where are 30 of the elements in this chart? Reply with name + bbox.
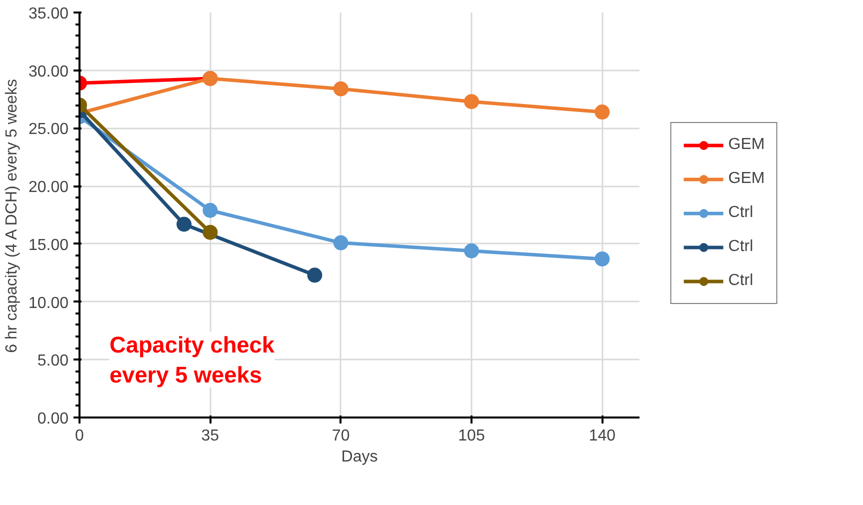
point bbox=[202, 202, 218, 218]
y-tick-label: 25.00 bbox=[28, 121, 69, 138]
point bbox=[594, 251, 610, 266]
x-tick-label: 70 bbox=[332, 428, 350, 444]
annotation: Capacity check every 5 weeks bbox=[110, 332, 275, 388]
x-tick-label: 0 bbox=[75, 428, 84, 444]
y-tick-label: 0.00 bbox=[37, 410, 69, 428]
y-tick-label: 20.00 bbox=[28, 179, 69, 196]
y-axis-title: 6 hr capacity (4 A DCH) every 5 weeks bbox=[3, 78, 20, 353]
y-tick-label: 10.00 bbox=[28, 294, 69, 312]
point bbox=[333, 235, 348, 250]
x-axis-title: Days bbox=[341, 448, 378, 466]
point bbox=[594, 104, 610, 120]
x-tick-label: 105 bbox=[458, 428, 485, 444]
y-tick-label: 15.00 bbox=[28, 236, 69, 254]
legend-label: Ctrl bbox=[728, 238, 754, 256]
point bbox=[176, 216, 192, 232]
y-tick-label: 35.00 bbox=[28, 6, 69, 22]
legend-label: Ctrl bbox=[728, 204, 754, 222]
y-tick-label: 5.00 bbox=[37, 352, 69, 370]
point bbox=[333, 81, 348, 96]
point bbox=[464, 243, 479, 258]
point bbox=[307, 268, 322, 283]
x-tick-label: 35 bbox=[201, 428, 220, 444]
x-tick-label: 140 bbox=[588, 428, 616, 444]
legend-label: GEM bbox=[728, 136, 765, 154]
legend-label: GEM bbox=[728, 170, 765, 188]
legend-label: Ctrl bbox=[728, 272, 754, 290]
point bbox=[464, 94, 479, 110]
y-tick-label: 30.00 bbox=[28, 63, 69, 80]
